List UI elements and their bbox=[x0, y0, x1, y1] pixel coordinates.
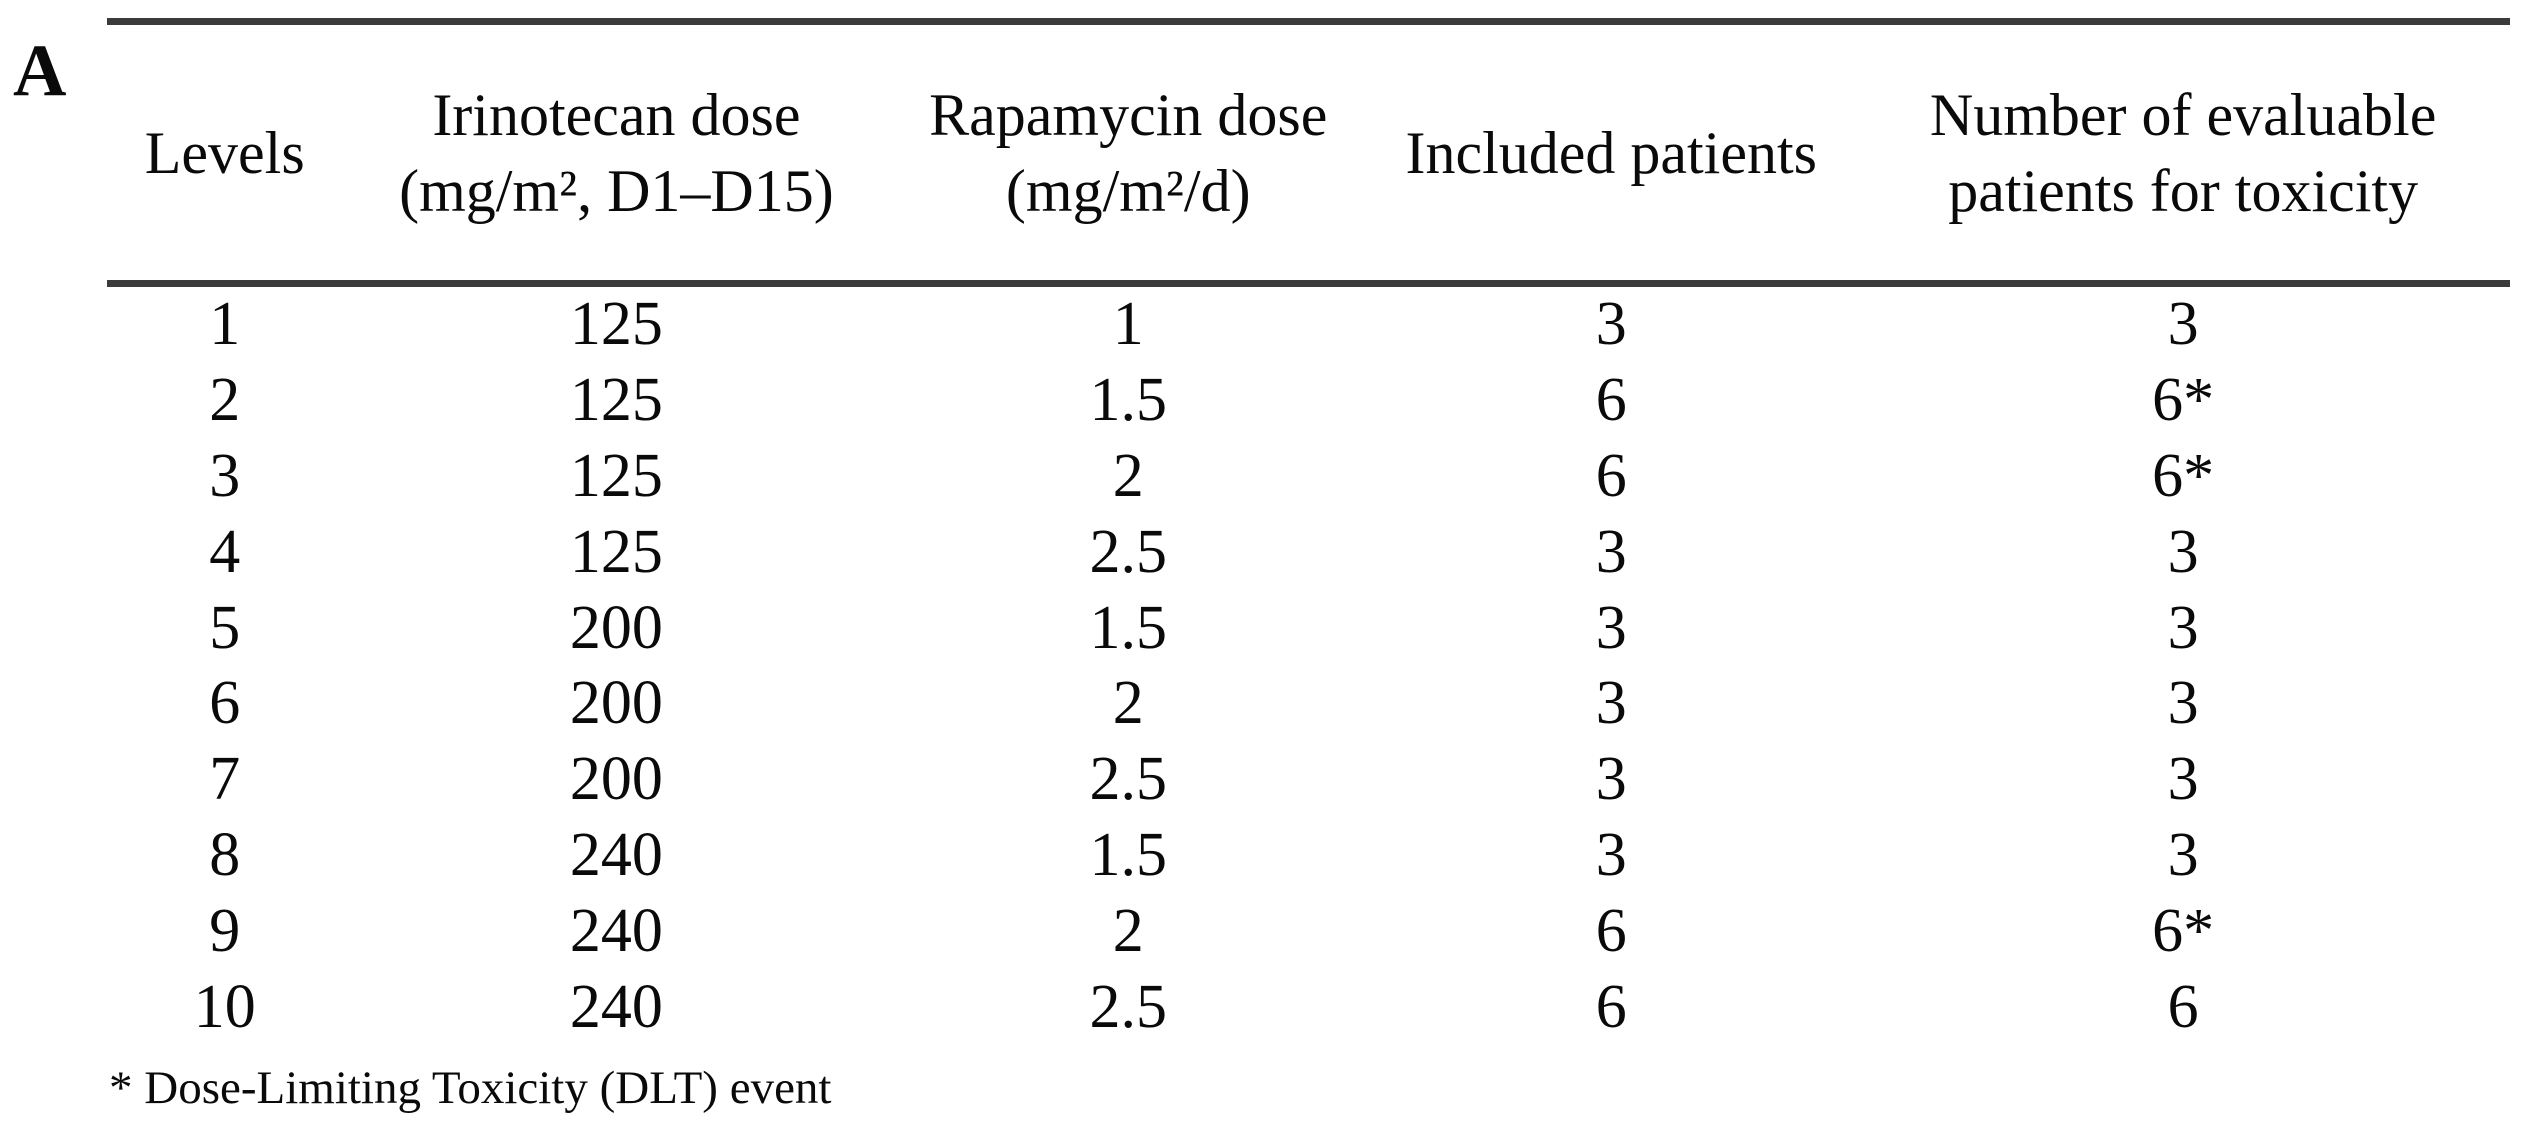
table-cell-rapamycin: 2.5 bbox=[1089, 745, 1168, 814]
table-cell-level: 3 bbox=[209, 441, 241, 510]
table-cell-level: 5 bbox=[209, 593, 241, 662]
header-line: Irinotecan dose bbox=[432, 81, 801, 148]
table-row: 2 125 1.5 6 6* bbox=[107, 363, 2510, 439]
table-row: 5 200 1.5 3 3 bbox=[107, 590, 2510, 666]
table-row: 1 125 1 3 3 bbox=[107, 287, 2510, 363]
table-row: 4 125 2.5 3 3 bbox=[107, 514, 2510, 590]
table-cell-level: 6 bbox=[209, 669, 241, 738]
table-cell-included: 3 bbox=[1595, 593, 1627, 662]
table-cell-rapamycin: 2.5 bbox=[1089, 517, 1168, 586]
table-cell-included: 6 bbox=[1595, 896, 1627, 965]
table-cell-level: 9 bbox=[209, 896, 241, 965]
table-header-row: Levels Irinotecan dose (mg/m², D1–D15) R… bbox=[107, 25, 2510, 280]
header-line: (mg/m²/d) bbox=[1005, 157, 1251, 224]
header-line: patients for toxicity bbox=[1948, 157, 2419, 224]
table-body: 1 125 1 3 3 2 125 1.5 6 6* 3 125 2 6 6* … bbox=[107, 287, 2510, 1045]
table-cell-evaluable: 3 bbox=[2167, 669, 2199, 738]
table-cell-included: 3 bbox=[1595, 290, 1627, 359]
table-cell-level: 7 bbox=[209, 745, 241, 814]
table-cell-included: 3 bbox=[1595, 669, 1627, 738]
table-cell-included: 6 bbox=[1595, 441, 1627, 510]
table-cell-evaluable: 3 bbox=[2167, 290, 2199, 359]
dlt-footnote: * Dose-Limiting Toxicity (DLT) event bbox=[109, 1061, 832, 1114]
table-cell-irinotecan: 240 bbox=[569, 820, 663, 889]
table-cell-rapamycin: 2 bbox=[1112, 669, 1144, 738]
header-line: Included patients bbox=[1405, 119, 1818, 186]
table-cell-irinotecan: 125 bbox=[569, 441, 663, 510]
header-line: Levels bbox=[144, 119, 305, 186]
table-cell-evaluable: 6* bbox=[2152, 896, 2215, 965]
table-cell-evaluable: 6 bbox=[2167, 972, 2199, 1041]
table-cell-rapamycin: 1.5 bbox=[1089, 820, 1168, 889]
table-row: 3 125 2 6 6* bbox=[107, 439, 2510, 515]
panel-label: A bbox=[13, 30, 67, 112]
table-row: 6 200 2 3 3 bbox=[107, 666, 2510, 742]
table-cell-included: 6 bbox=[1595, 972, 1627, 1041]
table-cell-rapamycin: 2 bbox=[1112, 441, 1144, 510]
table-row: 9 240 2 6 6* bbox=[107, 893, 2510, 969]
table-row: 10 240 2.5 6 6 bbox=[107, 969, 2510, 1045]
table-cell-irinotecan: 125 bbox=[569, 517, 663, 586]
table-cell-irinotecan: 125 bbox=[569, 290, 663, 359]
table-cell-rapamycin: 1.5 bbox=[1089, 366, 1168, 435]
header-line: Rapamycin dose bbox=[929, 81, 1328, 148]
table-cell-rapamycin: 1 bbox=[1112, 290, 1144, 359]
table-row: 7 200 2.5 3 3 bbox=[107, 742, 2510, 818]
table-cell-evaluable: 6* bbox=[2152, 366, 2215, 435]
table-cell-irinotecan: 125 bbox=[569, 366, 663, 435]
header-cell-irinotecan-dose: Irinotecan dose (mg/m², D1–D15) bbox=[342, 77, 890, 229]
table-cell-included: 3 bbox=[1595, 820, 1627, 889]
header-cell-levels: Levels bbox=[107, 115, 342, 191]
table-cell-included: 6 bbox=[1595, 366, 1627, 435]
table-row: 8 240 1.5 3 3 bbox=[107, 818, 2510, 894]
table-cell-included: 3 bbox=[1595, 517, 1627, 586]
table-cell-rapamycin: 1.5 bbox=[1089, 593, 1168, 662]
table-cell-evaluable: 3 bbox=[2167, 820, 2199, 889]
table-cell-evaluable: 3 bbox=[2167, 517, 2199, 586]
table-cell-evaluable: 3 bbox=[2167, 593, 2199, 662]
table-cell-rapamycin: 2 bbox=[1112, 896, 1144, 965]
table-cell-evaluable: 3 bbox=[2167, 745, 2199, 814]
header-cell-included-patients: Included patients bbox=[1366, 115, 1856, 191]
table-cell-level: 2 bbox=[209, 366, 241, 435]
table-cell-level: 4 bbox=[209, 517, 241, 586]
table-cell-rapamycin: 2.5 bbox=[1089, 972, 1168, 1041]
table-cell-irinotecan: 200 bbox=[569, 593, 663, 662]
table-cell-level: 1 bbox=[209, 290, 241, 359]
table-cell-level: 10 bbox=[193, 972, 256, 1041]
table-cell-irinotecan: 240 bbox=[569, 972, 663, 1041]
table-cell-irinotecan: 200 bbox=[569, 669, 663, 738]
table-cell-level: 8 bbox=[209, 820, 241, 889]
dose-escalation-table: Levels Irinotecan dose (mg/m², D1–D15) R… bbox=[107, 18, 2510, 1115]
table-cell-irinotecan: 200 bbox=[569, 745, 663, 814]
table-cell-irinotecan: 240 bbox=[569, 896, 663, 965]
table-top-rule bbox=[107, 18, 2510, 25]
header-line: Number of evaluable bbox=[1929, 81, 2437, 148]
header-line: (mg/m², D1–D15) bbox=[399, 157, 834, 224]
header-cell-rapamycin-dose: Rapamycin dose (mg/m²/d) bbox=[890, 77, 1366, 229]
table-cell-evaluable: 6* bbox=[2152, 441, 2215, 510]
table-header-rule bbox=[107, 280, 2510, 287]
header-cell-evaluable-patients: Number of evaluable patients for toxicit… bbox=[1856, 77, 2510, 229]
table-cell-included: 3 bbox=[1595, 745, 1627, 814]
